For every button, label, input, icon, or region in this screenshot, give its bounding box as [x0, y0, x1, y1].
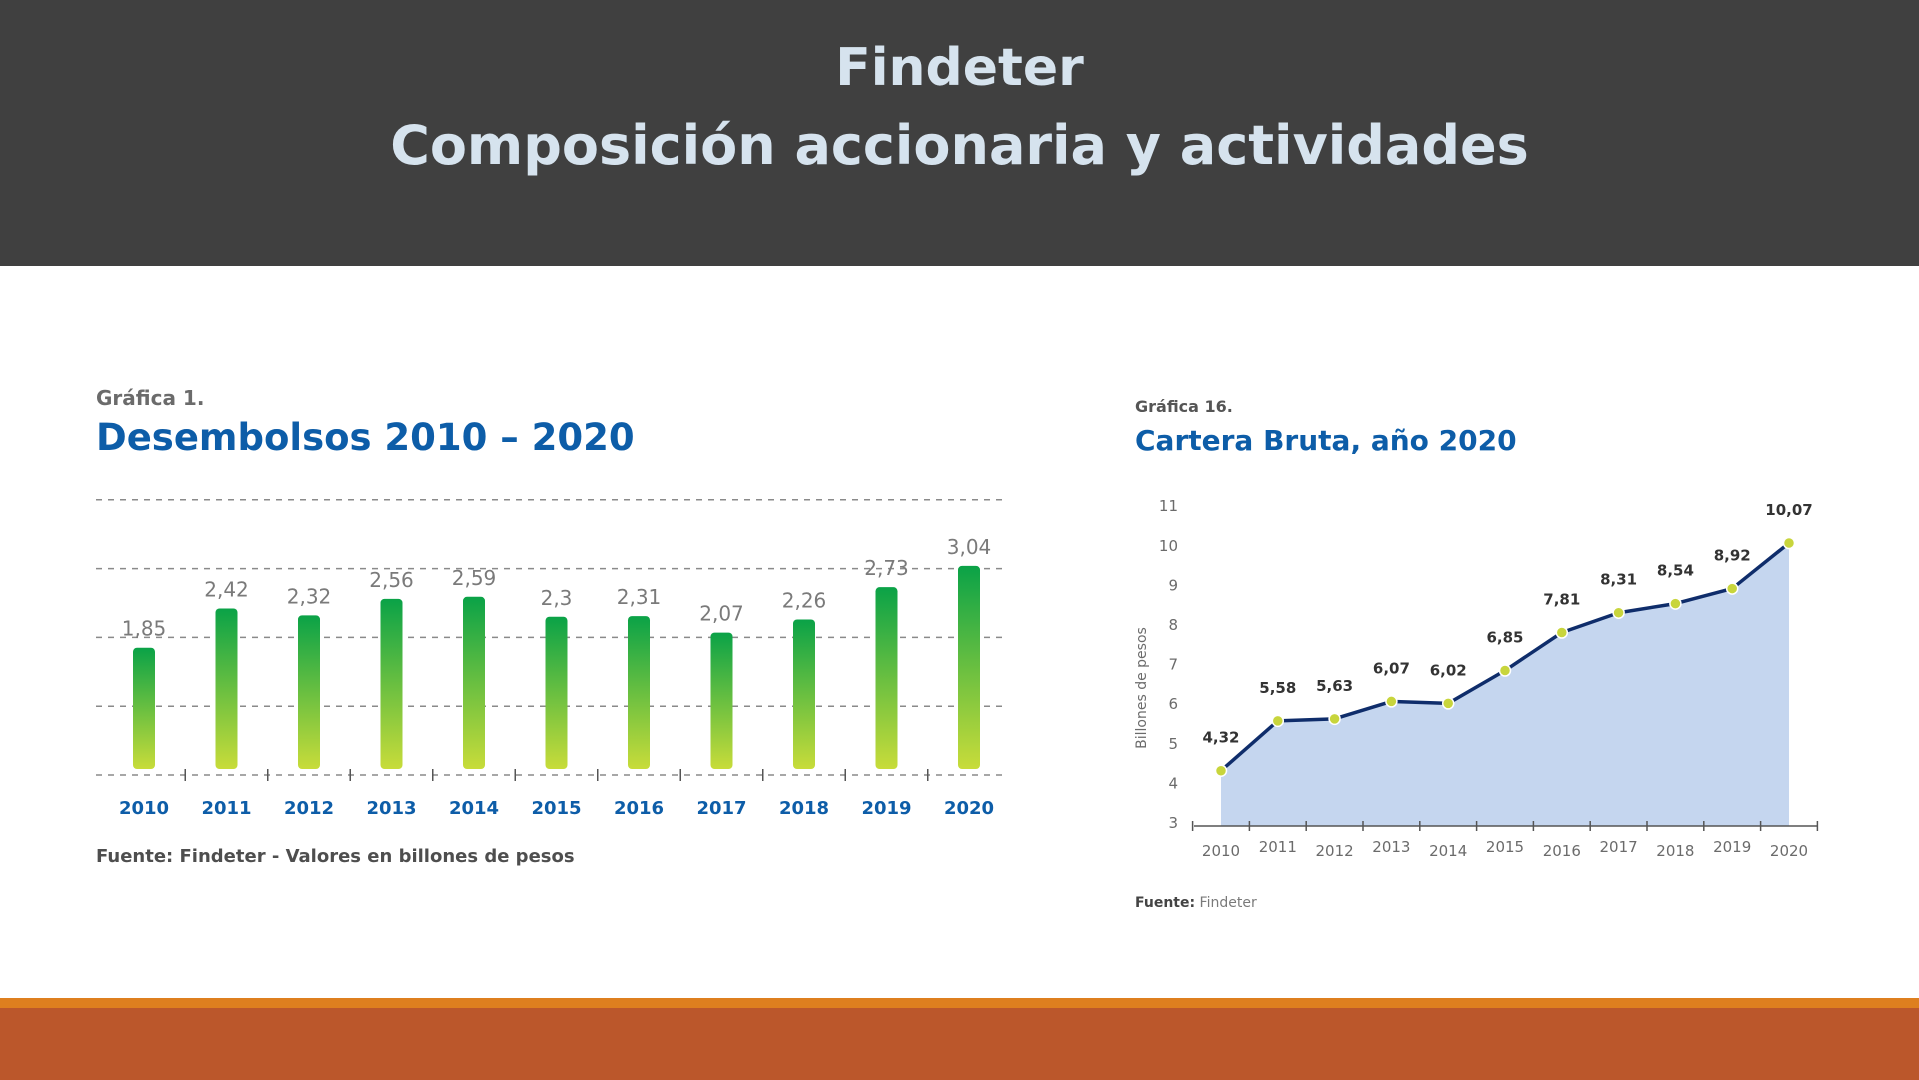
data-label: 5,58	[1259, 679, 1296, 697]
x-tick-label: 2017	[1600, 838, 1638, 856]
bar-value-label: 2,31	[617, 585, 662, 609]
data-point	[1271, 714, 1285, 728]
bar-value-label: 2,32	[287, 584, 332, 608]
chart2-title: Cartera Bruta, año 2020	[1135, 424, 1517, 457]
x-tick-label: 2013	[1372, 838, 1410, 856]
bar	[793, 619, 815, 769]
bar	[298, 615, 320, 769]
area-fill	[1221, 543, 1789, 826]
x-tick-label: 2011	[201, 798, 251, 819]
bar-value-label: 2,3	[541, 586, 573, 610]
x-tick-label: 2014	[449, 798, 499, 819]
x-tick-label: 2010	[119, 798, 169, 819]
footer-accent-stripe	[0, 998, 1919, 1008]
chart1-source: Fuente: Findeter - Valores en billones d…	[96, 846, 575, 867]
x-tick-label: 2018	[1656, 842, 1694, 860]
data-point	[1214, 764, 1228, 777]
bar	[545, 616, 568, 769]
x-tick-label: 2011	[1259, 838, 1297, 856]
footer-bar	[0, 1008, 1919, 1080]
data-label: 6,07	[1373, 659, 1410, 677]
x-tick-label: 2014	[1429, 842, 1467, 860]
data-point	[1328, 712, 1341, 726]
x-tick-label: 2012	[284, 798, 334, 819]
y-tick-label: 6	[1168, 695, 1178, 713]
desembolsos-bar-chart: 1,85 2010 2,42 2011 2,32 2012 2,56 2013 2,59 2014…	[96, 499, 1004, 819]
data-label: 8,54	[1657, 562, 1694, 580]
chart1-title: Desembolsos 2010 – 2020	[96, 416, 635, 459]
x-tick-label: 2018	[779, 798, 829, 819]
bar	[875, 587, 898, 769]
x-tick-label: 2019	[861, 798, 911, 819]
bar	[958, 565, 980, 769]
slide-title: Findeter	[835, 38, 1084, 98]
data-label: 7,81	[1543, 591, 1580, 609]
cartera-area-chart: 3 4 5 6 7 8 9 10 11 Billones de pesos 4,32 2010 5,58…	[1134, 497, 1819, 860]
x-tick-label: 2020	[944, 798, 994, 819]
data-point	[1669, 597, 1682, 610]
y-tick-label: 3	[1168, 814, 1178, 832]
bar	[710, 632, 733, 769]
data-point	[1725, 582, 1739, 595]
bar-value-label: 1,85	[122, 617, 167, 641]
data-point	[1385, 695, 1398, 708]
bar-value-label: 3,04	[947, 535, 992, 559]
data-point	[1555, 626, 1569, 639]
x-tick-label: 2017	[696, 798, 746, 819]
y-tick-label: 9	[1168, 576, 1178, 594]
y-tick-label: 11	[1159, 497, 1178, 515]
y-axis-title: Billones de pesos	[1134, 627, 1150, 749]
data-point	[1498, 664, 1512, 677]
x-tick-label: 2010	[1202, 842, 1240, 860]
y-tick-label: 4	[1168, 774, 1178, 792]
title-banner: Findeter Composición accionaria y activi…	[0, 0, 1919, 266]
x-tick-label: 2015	[531, 798, 581, 819]
x-tick-label: 2020	[1770, 842, 1808, 860]
chart1-kicker: Gráfica 1.	[96, 386, 205, 410]
data-point	[1782, 536, 1796, 550]
data-label: 5,63	[1316, 677, 1353, 695]
data-label: 8,92	[1714, 547, 1751, 565]
bar	[133, 647, 155, 769]
bar-value-label: 2,42	[204, 578, 249, 602]
data-point	[1441, 697, 1455, 710]
data-label: 6,85	[1486, 629, 1523, 647]
slide-subtitle: Composición accionaria y actividades	[390, 114, 1529, 177]
x-tick-label: 2015	[1486, 838, 1524, 856]
bar	[380, 598, 403, 769]
chart2-source: Fuente: Findeter	[1135, 895, 1257, 911]
y-tick-label: 8	[1168, 616, 1178, 634]
bar	[215, 608, 238, 769]
data-label: 4,32	[1202, 729, 1239, 747]
chart2-source-label: Fuente:	[1135, 895, 1196, 911]
chart2-kicker: Gráfica 16.	[1135, 397, 1233, 416]
bar-value-label: 2,73	[864, 556, 909, 580]
y-tick-label: 7	[1168, 656, 1178, 674]
bar	[628, 616, 650, 769]
data-label: 8,31	[1600, 571, 1637, 589]
chart2-source-value: Findeter	[1195, 895, 1257, 911]
x-tick-label: 2016	[614, 798, 664, 819]
bar-value-label: 2,56	[369, 568, 414, 592]
x-tick-label: 2019	[1713, 838, 1751, 856]
x-tick-label: 2012	[1316, 842, 1354, 860]
bar	[463, 596, 485, 769]
x-tick-label: 2016	[1543, 842, 1581, 860]
y-tick-label: 10	[1159, 537, 1178, 555]
data-point	[1612, 606, 1625, 619]
bar-value-label: 2,26	[782, 589, 827, 613]
bar-value-label: 2,59	[452, 566, 497, 590]
data-label: 10,07	[1765, 501, 1812, 519]
x-tick-label: 2013	[366, 798, 416, 819]
data-label: 6,02	[1430, 661, 1467, 679]
bar-value-label: 2,07	[699, 602, 744, 626]
y-tick-label: 5	[1168, 735, 1178, 753]
